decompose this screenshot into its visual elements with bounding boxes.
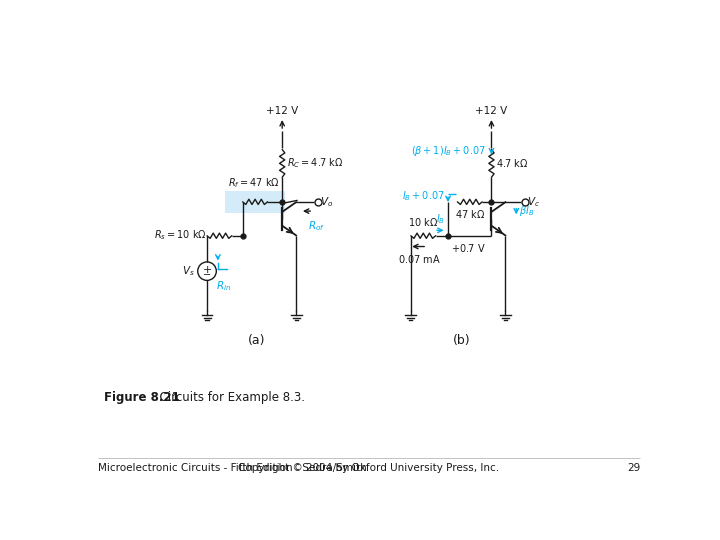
Text: $4.7\ \mathrm{k}\Omega$: $4.7\ \mathrm{k}\Omega$	[496, 157, 528, 170]
Text: $V_c$: $V_c$	[527, 195, 540, 209]
Text: $\beta I_B$: $\beta I_B$	[518, 204, 534, 218]
Text: −: −	[203, 270, 211, 280]
Text: Figure 8.21: Figure 8.21	[104, 391, 180, 404]
Text: +: +	[202, 265, 212, 275]
Text: $+0.7\ \mathrm{V}$: $+0.7\ \mathrm{V}$	[451, 242, 486, 254]
Text: $10\ \mathrm{k}\Omega$: $10\ \mathrm{k}\Omega$	[408, 216, 438, 228]
Text: Copyright © 2004 by Oxford University Press, Inc.: Copyright © 2004 by Oxford University Pr…	[238, 462, 500, 472]
Text: (a): (a)	[248, 334, 266, 347]
Text: +12 V: +12 V	[475, 106, 508, 116]
Text: Circuits for Example 8.3.: Circuits for Example 8.3.	[152, 391, 305, 404]
Text: $I_B$: $I_B$	[436, 212, 445, 226]
Text: $R_C = 4.7\ \mathrm{k}\Omega$: $R_C = 4.7\ \mathrm{k}\Omega$	[287, 157, 343, 170]
Bar	[225, 191, 285, 213]
Text: $I_B + 0.07$: $I_B + 0.07$	[402, 189, 445, 202]
Text: $R_{in}$: $R_{in}$	[215, 279, 231, 293]
Text: $V_s$: $V_s$	[182, 264, 194, 278]
Text: Microelectronic Circuits - Fifth Edition   Sedra/Smith: Microelectronic Circuits - Fifth Edition…	[98, 462, 366, 472]
Text: $0.07\ \mathrm{mA}$: $0.07\ \mathrm{mA}$	[398, 253, 441, 265]
Text: $47\ \mathrm{k}\Omega$: $47\ \mathrm{k}\Omega$	[454, 208, 485, 220]
Text: 29: 29	[627, 462, 640, 472]
Text: $R_f = 47\ \mathrm{k}\Omega$: $R_f = 47\ \mathrm{k}\Omega$	[228, 176, 279, 190]
Text: $(\beta + 1)I_B + 0.07$: $(\beta + 1)I_B + 0.07$	[411, 144, 486, 158]
Text: $V_o$: $V_o$	[320, 195, 333, 209]
Text: $R_{of}$: $R_{of}$	[307, 219, 325, 233]
Text: (b): (b)	[453, 334, 471, 347]
Text: $R_s = 10\ \mathrm{k}\Omega$: $R_s = 10\ \mathrm{k}\Omega$	[154, 228, 207, 242]
Text: +12 V: +12 V	[266, 106, 298, 116]
